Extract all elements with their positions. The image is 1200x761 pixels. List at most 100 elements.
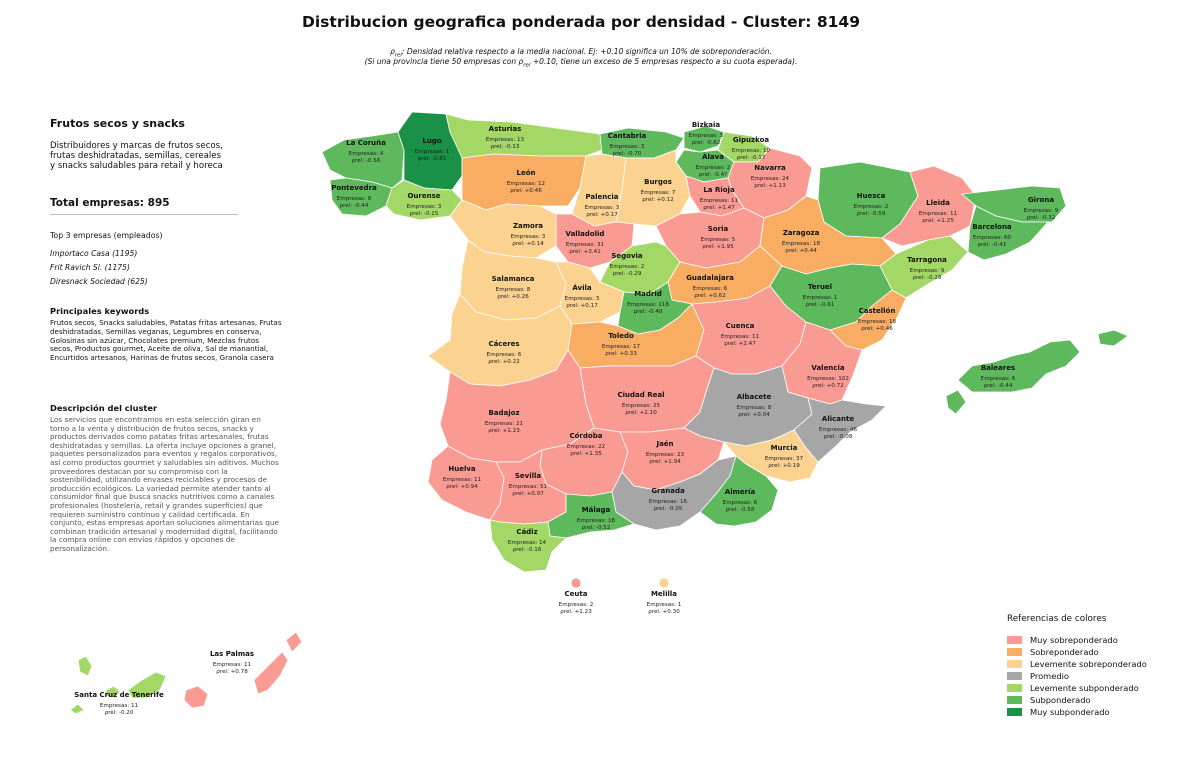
map-title: Distribucion geografica ponderada por de… (302, 13, 860, 31)
cluster-description-title: Descripción del cluster (50, 403, 158, 413)
province-rho: ρrel: +0.17 (566, 303, 598, 309)
province-shape-la-coruna[interactable] (321, 131, 405, 189)
province-rho: ρrel: +1.23 (488, 428, 520, 434)
province-count: Empresas: 4 (349, 151, 384, 157)
province-count: Empresas: 5 (689, 133, 724, 139)
province-count: Empresas: 7 (641, 190, 676, 196)
province-name: Valencia (811, 364, 844, 372)
province-name: Cuenca (726, 322, 755, 330)
province-shape-leon[interactable] (461, 153, 587, 211)
province-rho: ρrel: +1.47 (703, 205, 735, 211)
legend-swatch (1007, 636, 1022, 644)
province-rho: ρrel: +0.78 (216, 669, 248, 675)
province-name: Toledo (608, 332, 634, 340)
legend-item: Sobreponderado (1007, 646, 1177, 658)
province-rho: ρrel: +0.30 (648, 609, 680, 615)
province-shape-burgos[interactable] (615, 149, 691, 227)
province-shape-las-palmas[interactable] (183, 631, 303, 709)
province-count: Empresas: 118 (627, 302, 669, 308)
province-name: Melilla (651, 590, 677, 598)
legend-label: Sobreponderado (1030, 647, 1099, 657)
province-count: Empresas: 2 (696, 165, 731, 171)
province-count: Empresas: 21 (485, 421, 524, 427)
province-rho: ρrel: -0.08 (824, 434, 853, 440)
province-shape-santa-cruz-de-tenerife[interactable] (69, 655, 167, 715)
legend-item: Levemente subponderado (1007, 682, 1177, 694)
province-count: Empresas: 18 (577, 518, 616, 524)
province-shape-barcelona[interactable] (967, 205, 1049, 261)
province-name: Ávila (572, 283, 592, 292)
province-rho: ρrel: -0.17 (737, 155, 766, 161)
rho-subscript: rel (394, 52, 403, 59)
province-rho: ρrel: +3.41 (569, 249, 601, 255)
legend-item: Muy sobreponderado (1007, 634, 1177, 646)
province-shape-baleares[interactable] (945, 329, 1129, 415)
province-shape-bizkaia[interactable] (683, 125, 725, 153)
province-count: Empresas: 6 (981, 376, 1016, 382)
province-count: Empresas: 14 (508, 540, 547, 546)
province-rho: ρrel: +0.62 (694, 293, 726, 299)
province-count: Empresas: 3 (407, 204, 442, 210)
province-shape-almeria[interactable] (699, 455, 779, 527)
province-name: Las Palmas (210, 650, 254, 658)
province-count: Empresas: 6 (723, 500, 758, 506)
province-rho: ρrel: -0.29 (613, 271, 642, 277)
province-name: Alicante (822, 415, 854, 423)
province-name: Badajoz (488, 409, 519, 417)
province-name: Granada (651, 487, 685, 495)
province-name: Cádiz (516, 528, 537, 536)
province-count: Empresas: 1 (803, 295, 838, 301)
province-name: La Rioja (703, 186, 735, 194)
province-shape-castellon[interactable] (829, 289, 907, 351)
top-company-item: Diresnack Sociedad (625) (50, 277, 148, 286)
legend-item: Promedio (1007, 670, 1177, 682)
panel-divider (50, 214, 238, 215)
legend-label: Levemente subponderado (1030, 683, 1139, 693)
province-count: Empresas: 11 (721, 334, 760, 340)
legend-label: Muy sobreponderado (1030, 635, 1118, 645)
province-name: Jaén (655, 440, 673, 448)
province-rho: ρrel: +0.97 (512, 491, 544, 497)
province-count: Empresas: 2 (854, 204, 889, 210)
province-shape-tarragona[interactable] (879, 235, 969, 299)
province-count: Empresas: 51 (509, 484, 548, 490)
legend-label: Levemente sobreponderado (1030, 659, 1147, 669)
cluster-description-text: Los servicios que encontramos en esta se… (50, 415, 279, 553)
density-note-line-1: ρrel: Densidad relativa respecto a la me… (0, 47, 1162, 59)
province-rho: ρrel: +0.33 (605, 351, 637, 357)
province-shape-zamora[interactable] (449, 199, 557, 259)
province-name: Segovia (611, 252, 643, 260)
province-rho: ρrel: -0.62 (692, 140, 721, 146)
province-name: Lugo (422, 137, 441, 145)
province-shape-cadiz[interactable] (489, 519, 567, 573)
province-rho: ρrel: -0.61 (806, 302, 835, 308)
province-shape-melilla[interactable] (658, 577, 670, 589)
province-rho: ρrel: +2.10 (625, 410, 657, 416)
province-shape-ceuta[interactable] (570, 577, 582, 589)
province-count: Empresas: 2 (559, 602, 594, 608)
keywords-text: Frutos secos, Snacks saludables, Patatas… (50, 318, 282, 363)
province-name: La Coruña (346, 139, 386, 147)
province-name: Murcia (771, 444, 798, 452)
province-shape-asturias[interactable] (445, 113, 603, 159)
